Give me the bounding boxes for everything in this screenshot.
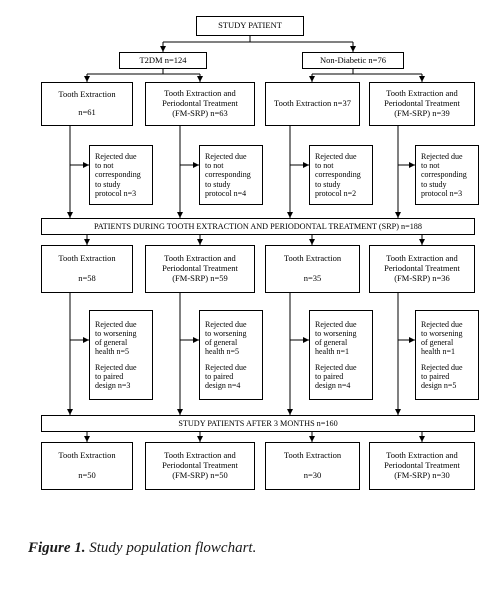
root-label: STUDY PATIENT [218,21,282,31]
rej2-d: Rejected due to worsening of general hea… [415,310,479,400]
rej2-a: Rejected due to worsening of general hea… [89,310,153,400]
mid1-label: PATIENTS DURING TOOTH EXTRACTION AND PER… [94,222,422,231]
rej2-c: Rejected due to worsening of general hea… [309,310,373,400]
l4-d: Tooth Extraction and Periodontal Treatme… [369,442,475,490]
rej1-c: Rejected due to not corresponding to stu… [309,145,373,205]
mid2-label: STUDY PATIENTS AFTER 3 MONTHS n=160 [178,419,337,428]
l2-b: Tooth Extraction and Periodontal Treatme… [145,82,255,126]
l1-right: Non-Diabetic n=76 [302,52,404,69]
caption-text: Study population flowchart. [86,540,257,556]
l3-a: Tooth Extraction n=58 [41,245,133,293]
l2-c: Tooth Extraction n=37 [265,82,360,126]
rej1-b: Rejected due to not corresponding to stu… [199,145,263,205]
l3-d: Tooth Extraction and Periodontal Treatme… [369,245,475,293]
rej2-b: Rejected due to worsening of general hea… [199,310,263,400]
l2-d: Tooth Extraction and Periodontal Treatme… [369,82,475,126]
mid1: PATIENTS DURING TOOTH EXTRACTION AND PER… [41,218,475,235]
mid2: STUDY PATIENTS AFTER 3 MONTHS n=160 [41,415,475,432]
l1-left-label: T2DM n=124 [139,56,186,66]
caption-prefix: Figure 1. [28,540,86,556]
l1-left: T2DM n=124 [119,52,207,69]
l4-b: Tooth Extraction and Periodontal Treatme… [145,442,255,490]
l3-b: Tooth Extraction and Periodontal Treatme… [145,245,255,293]
l4-a: Tooth Extraction n=50 [41,442,133,490]
root: STUDY PATIENT [196,16,304,36]
l4-c: Tooth Extraction n=30 [265,442,360,490]
rej1-a: Rejected due to not corresponding to stu… [89,145,153,205]
l2-a: Tooth Extraction n=61 [41,82,133,126]
l1-right-label: Non-Diabetic n=76 [320,56,386,66]
rej1-d: Rejected due to not corresponding to stu… [415,145,479,205]
l3-c: Tooth Extraction n=35 [265,245,360,293]
figure-caption: Figure 1. Study population flowchart. [28,540,256,557]
